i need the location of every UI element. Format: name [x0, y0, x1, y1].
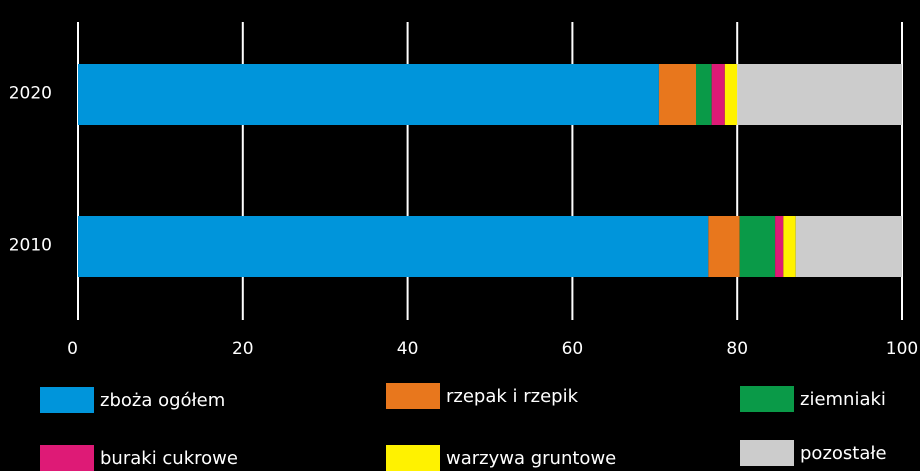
- bars: [78, 64, 902, 277]
- bar-segment: [711, 64, 725, 125]
- bar-segment: [775, 216, 784, 277]
- x-tick-label: 100: [886, 339, 918, 359]
- x-axis-ticks: 0 20 40 60 80 100: [67, 339, 918, 359]
- bar-segment: [724, 64, 738, 125]
- x-tick-label: 60: [562, 339, 584, 359]
- bar-segment: [708, 216, 740, 277]
- y-category-label: 2010: [9, 236, 52, 256]
- bar-segment: [795, 216, 902, 277]
- bar-segment: [739, 216, 776, 277]
- x-tick-label: 40: [397, 339, 419, 359]
- bar-segment: [658, 64, 696, 125]
- x-tick-label: 0: [67, 339, 78, 359]
- bar-segment: [783, 216, 796, 277]
- x-tick-label: 20: [232, 339, 254, 359]
- bar-segment: [78, 216, 709, 277]
- y-category-label: 2020: [9, 84, 52, 104]
- y-axis-categories: 2020 2010: [9, 84, 52, 256]
- bar-segment: [696, 64, 712, 125]
- bar-segment: [737, 64, 902, 125]
- x-tick-label: 80: [726, 339, 748, 359]
- bar-segment: [78, 64, 659, 125]
